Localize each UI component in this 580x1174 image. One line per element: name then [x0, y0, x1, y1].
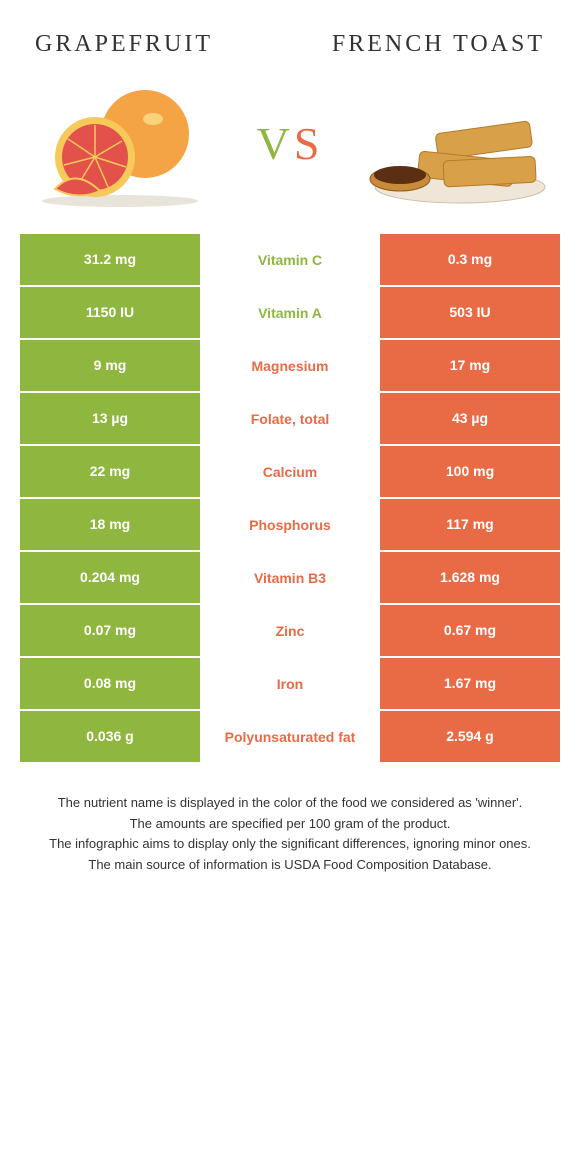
- left-value: 22 mg: [20, 446, 200, 499]
- nutrient-label: Zinc: [200, 605, 380, 658]
- nutrient-label: Magnesium: [200, 340, 380, 393]
- nutrient-label: Polyunsaturated fat: [200, 711, 380, 764]
- nutrient-table: 31.2 mgVitamin C0.3 mg1150 IUVitamin A50…: [20, 234, 560, 764]
- left-value: 0.08 mg: [20, 658, 200, 711]
- table-row: 9 mgMagnesium17 mg: [20, 340, 560, 393]
- table-row: 0.07 mgZinc0.67 mg: [20, 605, 560, 658]
- left-value: 0.204 mg: [20, 552, 200, 605]
- right-value: 0.67 mg: [380, 605, 560, 658]
- right-value: 1.628 mg: [380, 552, 560, 605]
- left-food-title: GRAPEFRUIT: [35, 30, 235, 59]
- vs-label: VS: [257, 117, 324, 170]
- nutrient-label: Iron: [200, 658, 380, 711]
- nutrient-label: Vitamin B3: [200, 552, 380, 605]
- right-value: 100 mg: [380, 446, 560, 499]
- nutrient-label: Vitamin C: [200, 234, 380, 287]
- right-value: 43 µg: [380, 393, 560, 446]
- left-value: 13 µg: [20, 393, 200, 446]
- header: GRAPEFRUIT FRENCH TOAST: [0, 0, 580, 69]
- right-value: 117 mg: [380, 499, 560, 552]
- vs-v: V: [257, 118, 294, 169]
- table-row: 31.2 mgVitamin C0.3 mg: [20, 234, 560, 287]
- right-value: 0.3 mg: [380, 234, 560, 287]
- table-row: 13 µgFolate, total43 µg: [20, 393, 560, 446]
- left-value: 18 mg: [20, 499, 200, 552]
- left-value: 9 mg: [20, 340, 200, 393]
- comparison-infographic: GRAPEFRUIT FRENCH TOAST: [0, 0, 580, 875]
- vs-s: S: [294, 118, 324, 169]
- grapefruit-image: [30, 79, 215, 209]
- left-value: 0.036 g: [20, 711, 200, 764]
- right-value: 1.67 mg: [380, 658, 560, 711]
- table-row: 18 mgPhosphorus117 mg: [20, 499, 560, 552]
- right-value: 17 mg: [380, 340, 560, 393]
- left-value: 1150 IU: [20, 287, 200, 340]
- footnote-line: The main source of information is USDA F…: [20, 856, 560, 875]
- footnote-line: The amounts are specified per 100 gram o…: [20, 815, 560, 834]
- left-value: 0.07 mg: [20, 605, 200, 658]
- table-row: 0.08 mgIron1.67 mg: [20, 658, 560, 711]
- nutrient-label: Vitamin A: [200, 287, 380, 340]
- right-value: 503 IU: [380, 287, 560, 340]
- right-food-title: FRENCH TOAST: [332, 30, 545, 59]
- vs-row: VS: [0, 69, 580, 234]
- left-value: 31.2 mg: [20, 234, 200, 287]
- footnote-line: The infographic aims to display only the…: [20, 835, 560, 854]
- nutrient-label: Calcium: [200, 446, 380, 499]
- table-row: 0.204 mgVitamin B31.628 mg: [20, 552, 560, 605]
- table-row: 1150 IUVitamin A503 IU: [20, 287, 560, 340]
- table-row: 0.036 gPolyunsaturated fat2.594 g: [20, 711, 560, 764]
- right-value: 2.594 g: [380, 711, 560, 764]
- nutrient-label: Folate, total: [200, 393, 380, 446]
- french-toast-image: [365, 79, 550, 209]
- table-row: 22 mgCalcium100 mg: [20, 446, 560, 499]
- footnotes: The nutrient name is displayed in the co…: [20, 794, 560, 875]
- nutrient-label: Phosphorus: [200, 499, 380, 552]
- footnote-line: The nutrient name is displayed in the co…: [20, 794, 560, 813]
